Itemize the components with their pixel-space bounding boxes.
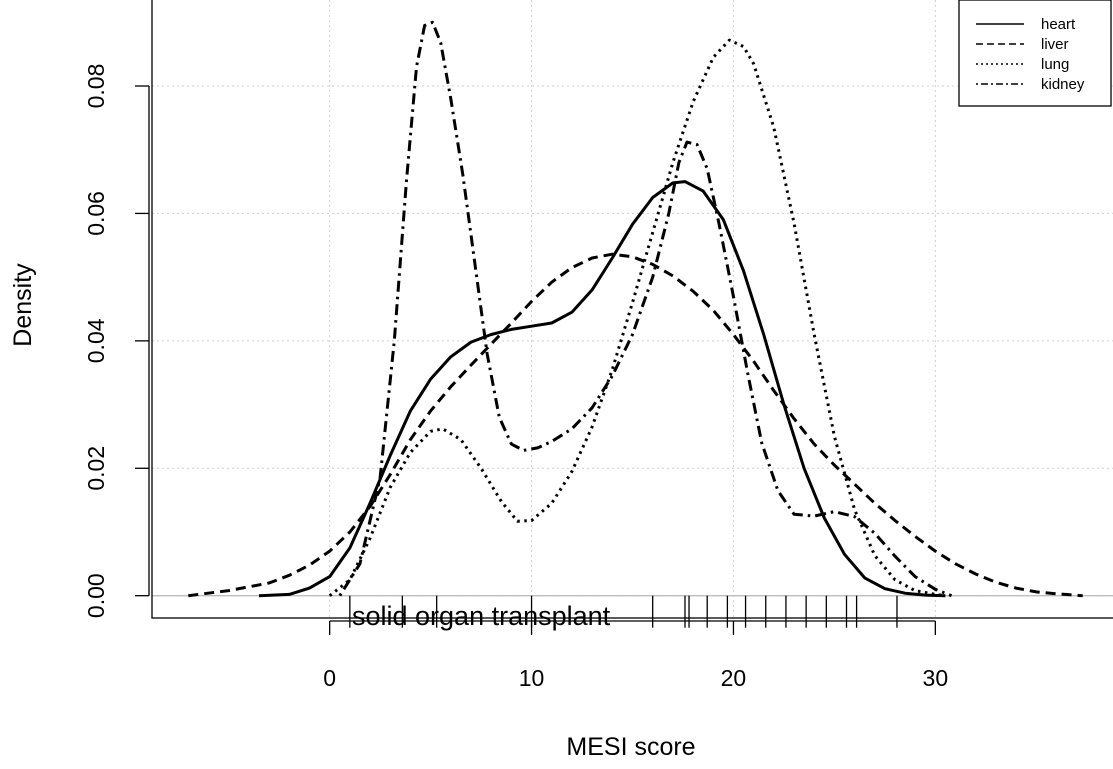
y-tick-label-4: 0.08 [83,64,109,109]
legend-label-lung: lung [1041,56,1069,73]
y-tick-label-2: 0.04 [83,318,109,363]
x-tick-label-2: 20 [721,665,747,691]
x-tick-label-1: 10 [519,665,545,691]
x-axis: 0 10 20 30 [323,620,949,691]
y-axis-title: Density [9,263,37,347]
overlay-label: solid organ transplant [352,601,611,631]
x-tick-label-0: 0 [323,665,336,691]
series-line-heart [258,180,946,598]
plot-frame [151,0,1113,619]
y-axis: 0.00 0.02 0.04 0.06 0.08 [83,64,150,618]
density-curves [188,20,1083,598]
legend-box [958,0,1112,107]
x-axis-title: MESI score [566,733,695,761]
series-line-kidney [338,20,953,598]
legend: heart liver lung kidney [958,0,1112,107]
legend-label-kidney: kidney [1041,76,1085,93]
x-tick-label-3: 30 [923,665,949,691]
series-line-lung [328,38,946,598]
legend-label-heart: heart [1041,16,1076,33]
y-tick-label-1: 0.02 [83,446,109,491]
y-tick-label-3: 0.06 [83,191,109,236]
series-line-liver [188,252,1083,598]
y-tick-label-0: 0.00 [83,573,109,618]
legend-label-liver: liver [1041,36,1069,53]
